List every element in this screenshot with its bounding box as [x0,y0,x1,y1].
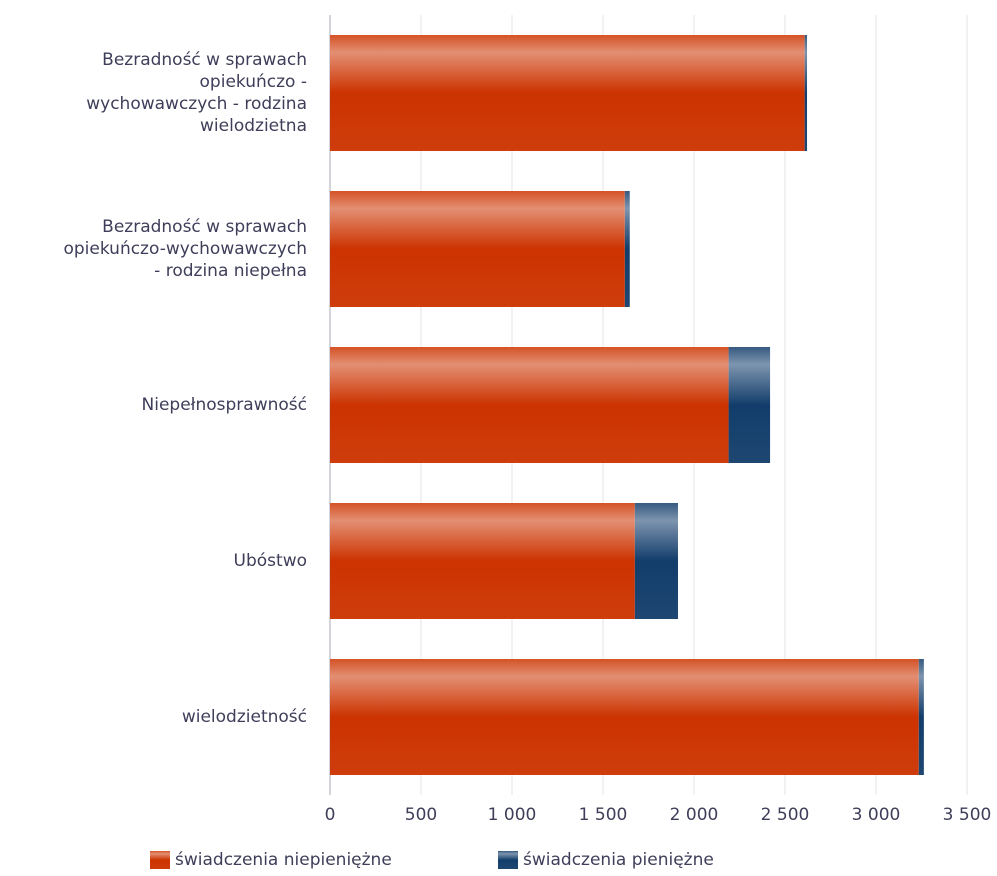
legend-label: świadczenia niepieniężne [175,850,392,870]
bar [330,503,635,619]
bar [330,659,919,775]
x-tick-label: 500 [405,805,437,825]
bar [330,347,729,463]
y-tick-label: Niepełnosprawność [141,395,308,415]
bar [918,659,924,775]
legend-label: świadczenia pieniężne [523,850,714,870]
x-tick-label: 2 500 [761,805,810,825]
bar [624,191,630,307]
bar [330,35,805,151]
x-tick-label: 1 000 [488,805,537,825]
x-tick-label: 2 000 [670,805,719,825]
x-tick-label: 1 500 [579,805,628,825]
legend-swatch [150,851,170,869]
bar [330,191,625,307]
y-tick-label: wielodzietność [181,707,307,727]
bar [728,347,771,463]
x-tick-label: 3 500 [943,805,992,825]
y-tick-label: Bezradność w sprawach opiekuńczo-wychowa… [63,217,307,281]
bar [634,503,678,619]
y-tick-label: Ubóstwo [233,551,307,571]
x-tick-label: 0 [325,805,336,825]
legend-swatch [498,851,518,869]
bar [804,35,808,151]
y-tick-label: Bezradność w sprawach opiekuńczo - wycho… [86,50,307,136]
x-tick-label: 3 000 [852,805,901,825]
